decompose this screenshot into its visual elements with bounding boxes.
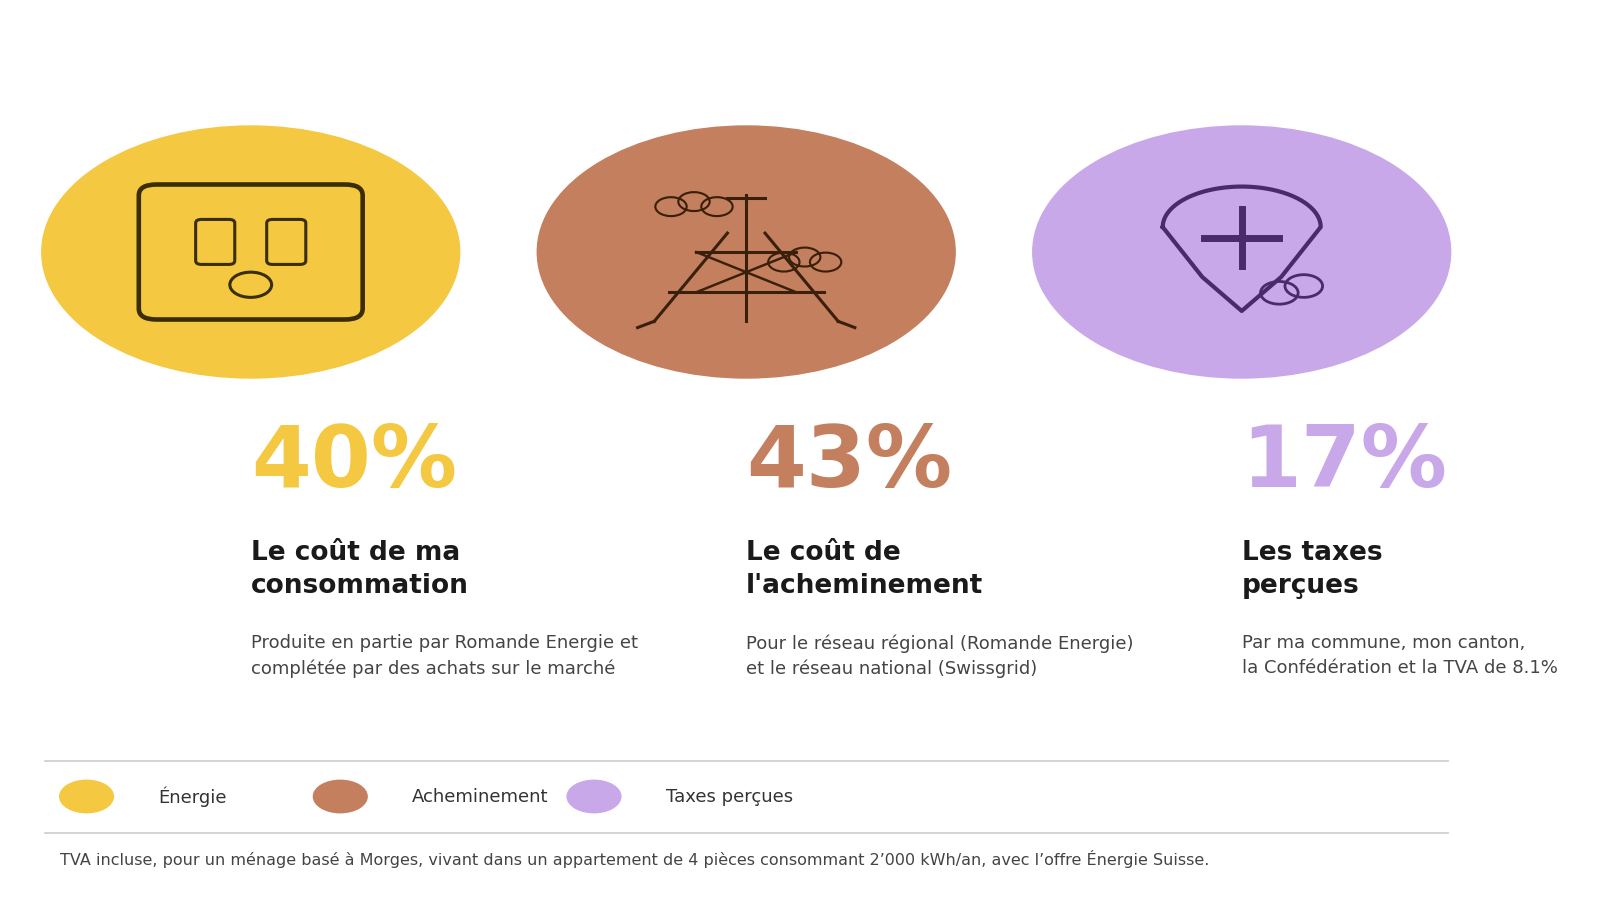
- Text: 43%: 43%: [746, 422, 952, 505]
- Circle shape: [314, 780, 366, 813]
- Text: TVA incluse, pour un ménage basé à Morges, vivant dans un appartement de 4 pièce: TVA incluse, pour un ménage basé à Morge…: [59, 850, 1210, 868]
- Text: Le coût de ma
consommation: Le coût de ma consommation: [251, 540, 469, 599]
- Circle shape: [566, 780, 621, 813]
- Text: Les taxes
perçues: Les taxes perçues: [1242, 540, 1382, 599]
- Circle shape: [1032, 126, 1451, 378]
- Text: Acheminement: Acheminement: [411, 788, 549, 806]
- Text: Produite en partie par Romande Energie et
complétée par des achats sur le marché: Produite en partie par Romande Energie e…: [251, 634, 638, 678]
- Circle shape: [538, 126, 955, 378]
- Circle shape: [42, 126, 459, 378]
- Text: Pour le réseau régional (Romande Energie)
et le réseau national (Swissgrid): Pour le réseau régional (Romande Energie…: [746, 634, 1134, 678]
- Text: 40%: 40%: [251, 422, 458, 505]
- Text: Le coût de
l'acheminement: Le coût de l'acheminement: [746, 540, 984, 599]
- Text: 17%: 17%: [1242, 422, 1448, 505]
- Text: Taxes perçues: Taxes perçues: [666, 788, 792, 806]
- Text: Par ma commune, mon canton,
la Confédération et la TVA de 8.1%: Par ma commune, mon canton, la Confédéra…: [1242, 634, 1557, 677]
- Circle shape: [59, 780, 114, 813]
- Text: Énergie: Énergie: [158, 787, 227, 806]
